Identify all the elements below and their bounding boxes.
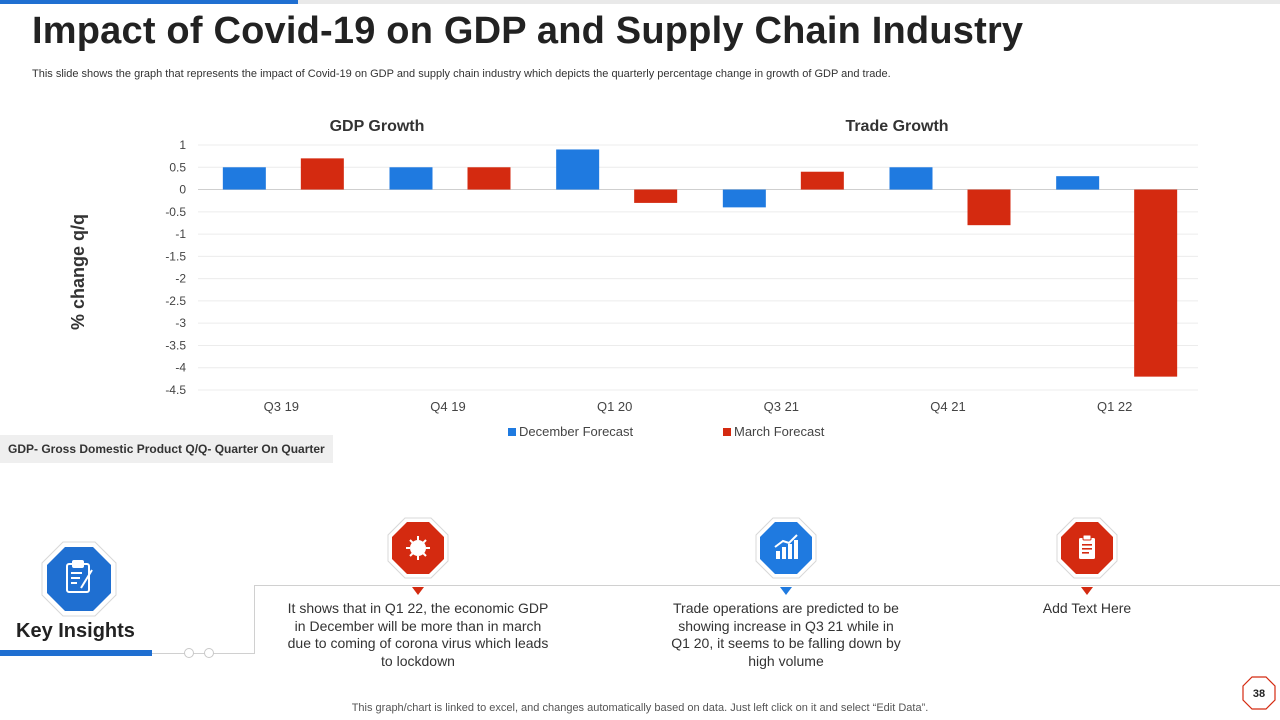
abbreviation-note: GDP- Gross Domestic Product Q/Q- Quarter… (0, 435, 333, 463)
y-tick-label: -2.5 (165, 294, 186, 308)
y-tick-label: -1 (175, 227, 186, 241)
legend-swatch-march (723, 428, 731, 436)
page-number-badge: 38 (1242, 676, 1276, 710)
y-axis-ticks: 1 0.5 0 -0.5 -1 -1.5 -2 -2.5 -3 -3.5 -4 -4.5 (165, 138, 186, 397)
top-accent-bar (0, 0, 298, 4)
insight-1-badge (387, 517, 449, 579)
x-axis-ticks: Q3 19 Q4 19 Q1 20 Q3 21 Q4 21 Q1 22 (264, 399, 1133, 414)
y-tick-label: 0.5 (169, 160, 186, 174)
insight-3-text: Add Text Here (1042, 600, 1132, 616)
virus-icon (406, 536, 430, 560)
connector-line-link (150, 653, 255, 654)
insight-1-text: It shows that in Q1 22, the economic GDP… (287, 600, 549, 669)
key-insights-title: Key Insights (16, 620, 135, 642)
y-tick-label: -4 (175, 361, 186, 375)
bars (222, 149, 1178, 377)
insight-3-badge (1056, 517, 1118, 579)
slide-title: Impact of Covid-19 on GDP and Supply Cha… (32, 10, 1024, 52)
y-tick-label: -3 (175, 316, 186, 330)
y-tick-label: -2 (175, 272, 186, 286)
legend-label-december: December Forecast (519, 424, 634, 439)
insight-2-text: Trade operations are predicted to be sho… (671, 600, 901, 669)
y-tick-label: 1 (179, 138, 186, 152)
x-tick-label: Q3 19 (264, 399, 299, 414)
page-number: 38 (1253, 688, 1265, 700)
bar-december-q1-22[interactable] (1056, 176, 1100, 190)
x-tick-label: Q4 19 (430, 399, 465, 414)
insight-1-pointer (412, 587, 424, 595)
connector-line-vertical (254, 585, 255, 653)
bar-december-q1-20[interactable] (556, 149, 600, 190)
growth-chart-icon (774, 534, 798, 559)
chart-group-title-trade: Trade Growth (845, 118, 948, 135)
y-tick-label: -4.5 (165, 383, 186, 397)
x-tick-label: Q1 20 (597, 399, 632, 414)
slide-subtitle: This slide shows the graph that represen… (32, 68, 891, 80)
y-tick-label: -0.5 (165, 205, 186, 219)
chart-legend: December Forecast March Forecast (508, 424, 825, 439)
connector-line-horizontal (254, 585, 1280, 586)
chart-group-title-gdp: GDP Growth (330, 118, 425, 135)
x-tick-label: Q4 21 (930, 399, 965, 414)
insight-2-pointer (780, 587, 792, 595)
legend-label-march: March Forecast (734, 424, 825, 439)
key-insights-icon (40, 540, 118, 618)
bar-december-q4-19[interactable] (389, 167, 433, 190)
clipboard-icon (1079, 534, 1095, 559)
insight-3-pointer (1081, 587, 1093, 595)
gridlines (198, 144, 1198, 391)
top-rule (0, 0, 1280, 4)
y-tick-label: 0 (179, 183, 186, 197)
y-tick-label: -3.5 (165, 338, 186, 352)
x-tick-label: Q1 22 (1097, 399, 1132, 414)
insight-2-badge (755, 517, 817, 579)
bar-december-q4-21[interactable] (889, 167, 933, 190)
bar-march-q4-19[interactable] (467, 167, 511, 190)
bar-march-q1-22[interactable] (1134, 189, 1178, 377)
x-tick-label: Q3 21 (764, 399, 799, 414)
bar-march-q4-21[interactable] (967, 189, 1011, 226)
footer-note: This graph/chart is linked to excel, and… (351, 702, 929, 714)
y-tick-label: -1.5 (165, 249, 186, 263)
y-axis-label: % change q/q (68, 214, 88, 330)
bar-march-q3-19[interactable] (300, 158, 344, 190)
bar-march-q1-20[interactable] (634, 189, 678, 203)
legend-swatch-december (508, 428, 516, 436)
clipboard-pen-icon (66, 560, 93, 593)
bar-chart[interactable]: 10.50-0.5-1-1.5-2-2.5-3-3.5-4-4.5 Q3 19 Q… (0, 0, 1280, 450)
key-insights-underline (0, 650, 152, 656)
bar-march-q3-21[interactable] (800, 171, 844, 190)
connector-dot (184, 648, 194, 658)
bar-december-q3-21[interactable] (722, 189, 766, 208)
bar-december-q3-19[interactable] (222, 167, 266, 190)
connector-dot (204, 648, 214, 658)
